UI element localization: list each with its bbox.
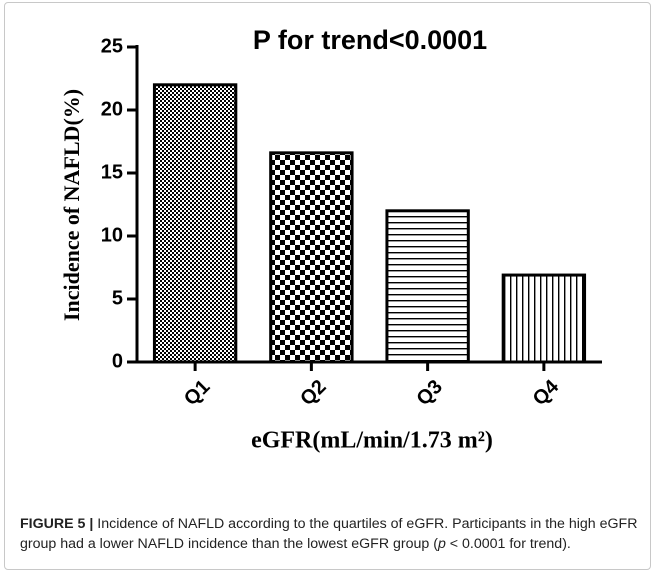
caption: FIGURE 5 | Incidence of NAFLD according … <box>20 514 640 554</box>
caption-italic: p <box>437 536 446 552</box>
x-axis-label: eGFR(mL/min/1.73 m²) <box>251 428 493 454</box>
x-tick-label: Q1 <box>180 376 214 410</box>
caption-label: FIGURE 5 | <box>20 516 94 532</box>
y-tick-label: 0 <box>112 350 123 372</box>
figure-frame <box>4 2 651 570</box>
x-tick-label: Q4 <box>529 375 564 410</box>
y-axis-label: Incidence of NAFLD(%) <box>59 89 84 321</box>
y-tick-label: 25 <box>101 35 123 57</box>
bar <box>152 83 238 364</box>
chart: P for trend<0.0001 Incidence of NAFLD(%)… <box>59 25 602 454</box>
bar <box>269 151 354 364</box>
y-tick-label: 20 <box>101 98 123 120</box>
x-tick-label: Q2 <box>296 376 330 410</box>
bar <box>385 209 470 364</box>
y-tick-label: 15 <box>101 161 123 183</box>
y-tick-label: 5 <box>112 287 123 309</box>
y-tick-label: 10 <box>101 224 123 246</box>
bar <box>501 273 587 364</box>
x-tick-label: Q3 <box>412 376 446 410</box>
caption-text: Incidence of NAFLD according to the quar… <box>20 516 638 552</box>
caption-text: < 0.0001 for trend). <box>445 536 571 552</box>
chart-title: P for trend<0.0001 <box>253 25 487 55</box>
